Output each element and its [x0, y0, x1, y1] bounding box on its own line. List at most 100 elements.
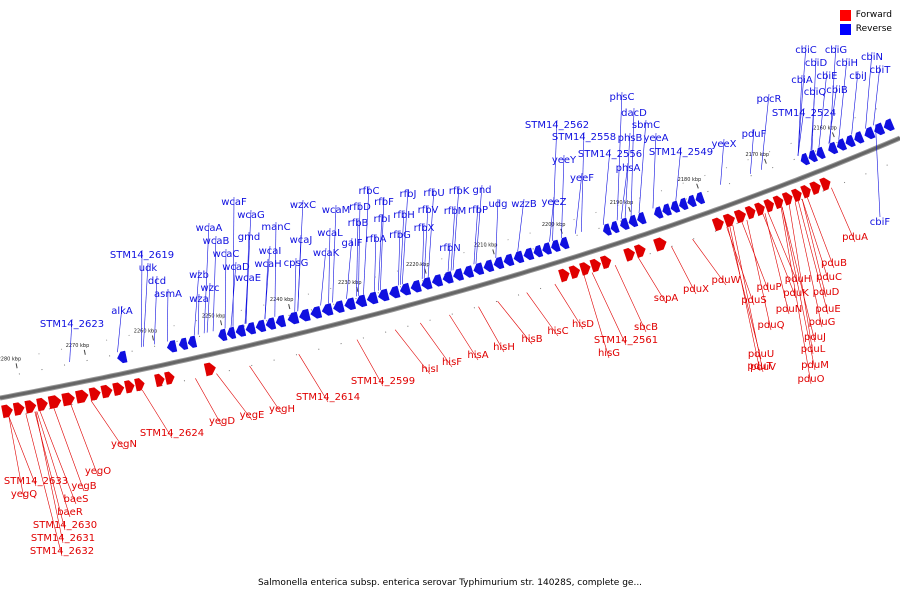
reverse-gene-arrow: [453, 268, 465, 281]
gene-label-pdud: pduD: [813, 287, 840, 298]
gene-label-wcad: wcaD: [222, 262, 250, 273]
gene-label-wcal: wcaL: [317, 228, 343, 239]
gene-leader-line: [526, 292, 559, 337]
gene-label-cbia: cbiA: [791, 75, 813, 86]
reverse-gene-arrow: [167, 340, 178, 353]
gene-leader-line: [810, 86, 816, 151]
gene-label-cpsg: cpsG: [284, 258, 309, 269]
forward-gene-arrow: [744, 206, 756, 220]
gene-leader-line: [143, 262, 149, 347]
gene-leader-line: [473, 204, 479, 265]
gene-label-gnd: gnd: [472, 185, 491, 196]
reverse-gene-arrow: [187, 335, 198, 348]
kbp-tick-label: 2280 kbp: [0, 356, 21, 362]
gene-label-cbij: cbiJ: [849, 71, 867, 82]
gene-leader-line: [380, 196, 385, 291]
gene-leader-line: [750, 128, 755, 174]
gene-leader-line: [154, 275, 158, 345]
forward-gene-arrow: [164, 371, 175, 385]
gene-label-cbig: cbiG: [825, 45, 847, 56]
reverse-gene-arrow: [287, 311, 300, 325]
reverse-gene-arrow: [321, 303, 334, 316]
gene-label-wcah: wcaH: [254, 259, 281, 270]
gene-label-sbcb: sbcB: [634, 322, 658, 333]
gene-leader-line: [224, 248, 227, 329]
kbp-tick-label: 2180 kbp: [678, 177, 702, 183]
gene-label-hisg: hisG: [598, 348, 620, 359]
gene-label-pdue: pduE: [815, 304, 840, 315]
gene-label-cbib: cbiB: [826, 85, 848, 96]
gene-label-pdus: pduS: [741, 295, 766, 306]
forward-gene-arrow: [633, 244, 646, 258]
reverse-gene-arrow: [473, 262, 485, 275]
gene-leader-line: [794, 201, 823, 328]
gene-label-stm14_2630: STM14_2630: [33, 520, 97, 531]
gene-leader-line: [741, 221, 770, 293]
gene-label-yegq: yegQ: [11, 489, 37, 500]
gene-label-phsb: phsB: [618, 133, 643, 144]
gene-label-pduj: pduJ: [804, 332, 826, 343]
gene-leader-line: [831, 187, 856, 243]
reverse-gene-arrow: [483, 259, 495, 273]
gene-label-pdug: pduG: [809, 317, 836, 328]
kbp-tick-mark: [15, 363, 18, 369]
gene-leader-line: [397, 229, 401, 286]
reverse-gene-arrow: [117, 350, 128, 364]
gene-label-pdut: pduT: [747, 361, 773, 372]
kbp-tick-label: 2240 kbp: [270, 297, 294, 303]
gene-leader-line: [767, 212, 799, 285]
reverse-gene-arrow: [355, 294, 368, 308]
gene-label-udg: udg: [488, 199, 507, 210]
gene-label-rfbc: rfbC: [359, 186, 380, 197]
gene-leader-line: [90, 400, 125, 450]
gene-label-hish: hisH: [493, 342, 515, 353]
gene-label-wcaf: wcaF: [221, 197, 247, 208]
reverse-gene-arrow: [542, 242, 553, 255]
gene-label-pdua: pduA: [842, 232, 868, 243]
forward-gene-arrow: [203, 362, 216, 377]
gene-label-galf: galF: [341, 238, 362, 249]
gene-leader-line: [346, 237, 353, 299]
reverse-gene-arrow: [389, 285, 401, 299]
gene-label-yegb: yegB: [71, 481, 96, 492]
gene-label-pduu: pduU: [748, 349, 774, 360]
gene-label-yeey: yeeY: [552, 155, 577, 166]
forward-gene-arrow: [88, 387, 101, 401]
gene-leader-line: [806, 197, 835, 269]
reverse-gene-arrow: [226, 326, 237, 340]
forward-gene-arrow: [12, 402, 25, 416]
reverse-gene-arrow: [874, 122, 886, 136]
genome-backbone: [0, 104, 900, 419]
gene-label-alka: alkA: [111, 306, 133, 317]
gene-leader-line: [427, 187, 435, 278]
gene-label-gmd: gmd: [238, 232, 260, 243]
gene-label-asma: asmA: [154, 289, 182, 300]
reverse-gene-arrow: [245, 322, 257, 335]
kbp-tick-mark: [764, 158, 767, 164]
gene-leader-line: [851, 70, 859, 135]
gene-leader-line: [762, 213, 797, 299]
gene-label-phsa: phsA: [616, 163, 641, 174]
gene-label-yegd: yegD: [209, 416, 235, 427]
kbp-tick-mark: [628, 206, 631, 212]
reverse-gene-arrow: [551, 239, 561, 252]
kbp-tick-label: 2200 kbp: [542, 222, 566, 228]
gene-leader-line: [450, 205, 456, 271]
gene-label-pdup: pduP: [756, 282, 781, 293]
forward-gene-arrow: [791, 188, 802, 202]
forward-gene-arrow: [47, 395, 62, 410]
reverse-gene-arrow: [687, 194, 697, 208]
gene-leader-line: [212, 235, 217, 332]
gene-leader-line: [829, 44, 837, 144]
forward-gene-arrow: [599, 255, 612, 270]
gene-leader-line: [801, 199, 830, 283]
gene-leader-line: [449, 314, 479, 361]
gene-label-hisf: hisF: [442, 357, 462, 368]
gene-label-wcac: wcaC: [213, 249, 240, 260]
forward-gene-arrow: [589, 258, 601, 273]
reverse-gene-arrow: [620, 217, 630, 230]
reverse-gene-arrow: [854, 131, 865, 144]
reverse-gene-arrow: [178, 337, 189, 350]
gene-leader-line: [298, 354, 329, 403]
reverse-gene-arrow: [310, 306, 323, 319]
